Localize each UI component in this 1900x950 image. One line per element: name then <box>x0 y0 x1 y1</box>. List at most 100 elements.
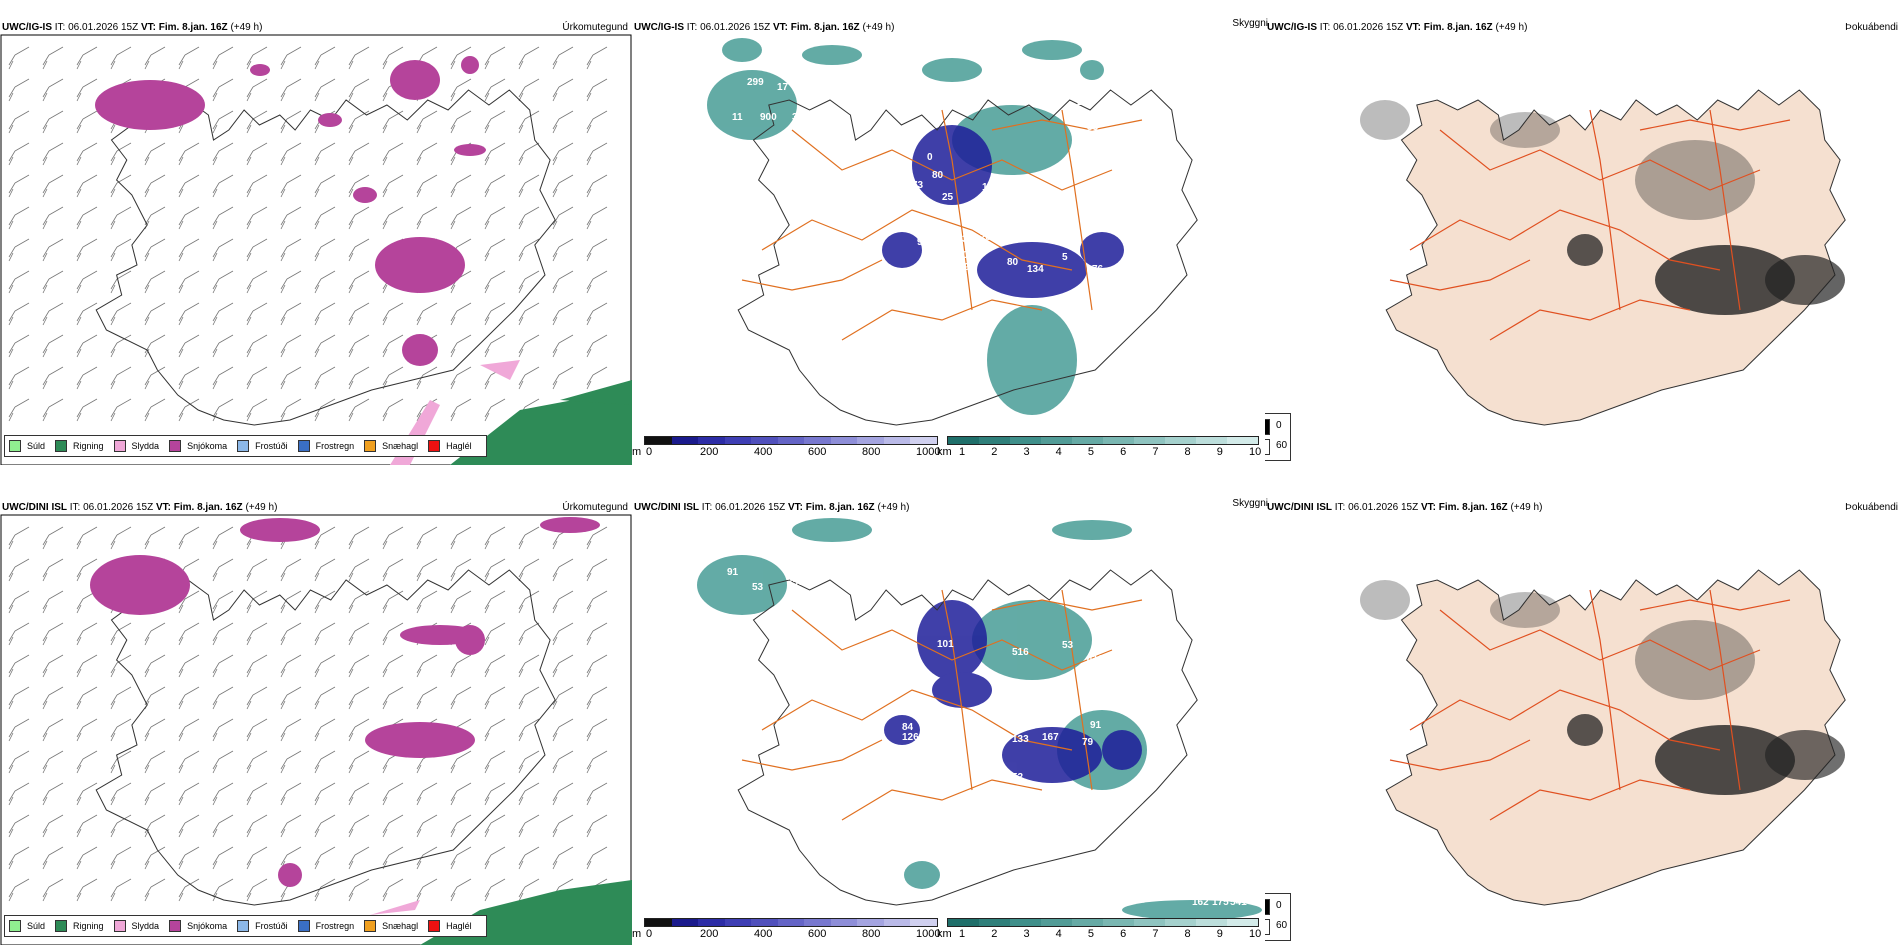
it-label: IT: <box>686 22 698 33</box>
wind-barb <box>484 46 506 70</box>
wind-barb <box>42 366 64 390</box>
wind-barb <box>178 238 200 262</box>
wind-barb <box>8 622 30 646</box>
legend-item: Haglél <box>428 920 472 932</box>
wind-barb <box>8 302 30 326</box>
wind-barb <box>314 206 336 230</box>
wind-barb <box>586 174 608 198</box>
legend-item: Frostregn <box>297 920 354 932</box>
wind-barb <box>76 526 98 550</box>
wind-barb <box>450 110 472 134</box>
wind-barb <box>314 750 336 774</box>
road <box>841 779 1043 821</box>
wind-barb <box>280 238 302 262</box>
wind-barb <box>280 622 302 646</box>
wind-barb <box>178 526 200 550</box>
wind-barb <box>76 174 98 198</box>
precip-type-legend: Súld Rigning Slydda Snjókoma Frostúði Fr… <box>4 915 487 937</box>
road <box>791 609 1113 671</box>
road <box>1709 109 1741 311</box>
height-colorbar: m 0 200 400 600 800 1000 <box>632 918 942 945</box>
wind-barb <box>518 142 540 166</box>
map-value-label: 133 <box>1012 734 1029 745</box>
wind-barb <box>8 878 30 902</box>
legend-swatch <box>237 920 250 932</box>
road <box>1709 589 1741 791</box>
lead-time: (+49 h) <box>862 22 895 33</box>
colorbar-step <box>777 919 805 926</box>
precip-type-title: Úrkomutegund <box>562 502 628 513</box>
row2-fog-panel: UWC/DINI ISL IT: 06.01.2026 15Z VT: Fim.… <box>1265 490 1900 945</box>
road <box>1489 299 1691 341</box>
wind-barb <box>8 558 30 582</box>
wind-barb <box>76 846 98 870</box>
map-value-label: 80 <box>1007 257 1019 268</box>
wind-barb <box>416 814 438 838</box>
wind-barb <box>348 334 370 358</box>
colorbar-step <box>1134 437 1165 444</box>
colorbar-tick: 6 <box>1120 928 1127 940</box>
visibility-colorbar: km 1 2 3 4 5 6 7 8 9 10 <box>937 918 1267 945</box>
vt-label: VT: <box>772 22 788 33</box>
wind-barb <box>110 718 132 742</box>
wind-barb <box>8 686 30 710</box>
wind-barb <box>586 302 608 326</box>
fog-legend-swatch-white <box>1265 439 1270 455</box>
colorbar-step <box>645 919 672 926</box>
wind-barb <box>484 718 506 742</box>
colorbar-tick: 7 <box>1152 928 1159 940</box>
legend-swatch <box>55 440 68 452</box>
wind-barb <box>518 590 540 614</box>
visibility-unit: km <box>937 446 952 458</box>
wind-barb <box>280 398 302 422</box>
wind-barb <box>42 110 64 134</box>
wind-barb <box>314 814 336 838</box>
model-name: UWC/DINI ISL <box>634 502 699 513</box>
wind-barb <box>586 238 608 262</box>
vt-value: Fim. 8.jan. 16Z <box>173 502 243 513</box>
colorbar-tick: 8 <box>1184 928 1191 940</box>
wind-barb <box>314 558 336 582</box>
wind-barb <box>552 750 574 774</box>
wind-barb <box>280 686 302 710</box>
wind-barb <box>178 590 200 614</box>
wind-barb <box>552 142 574 166</box>
wind-barb <box>76 654 98 678</box>
precip-type-map <box>0 514 632 945</box>
fog-index-title: Þokuábendi <box>1845 502 1898 513</box>
legend-swatch <box>9 920 21 932</box>
wind-barb <box>76 878 98 902</box>
wind-barb <box>76 750 98 774</box>
wind-barb <box>280 78 302 102</box>
wind-barb <box>416 782 438 806</box>
map-value-label: 17 <box>777 82 789 93</box>
colorbar-tick: 9 <box>1216 928 1223 940</box>
colorbar-step <box>910 919 938 926</box>
vt-value: Fim. 8.jan. 16Z <box>790 22 860 33</box>
wind-barb <box>484 814 506 838</box>
it-label: IT: <box>54 22 66 33</box>
wind-barb <box>110 878 132 902</box>
wind-barb <box>8 238 30 262</box>
wind-barb <box>8 142 30 166</box>
vt-value: Fim. 8.jan. 16Z <box>1438 502 1508 513</box>
wind-barb <box>348 878 370 902</box>
wind-barb <box>314 846 336 870</box>
legend-swatch <box>169 440 182 452</box>
map-value-label: 84 <box>902 722 914 733</box>
wind-barb <box>42 206 64 230</box>
road <box>791 129 1113 191</box>
road <box>991 119 1143 131</box>
wind-barb <box>212 334 234 358</box>
colorbar-step <box>1103 919 1134 926</box>
wind-barb <box>314 46 336 70</box>
wind-barb <box>178 622 200 646</box>
wind-barb <box>382 398 404 422</box>
colorbar-tick: 600 <box>808 446 827 458</box>
colorbar-step <box>1196 919 1227 926</box>
map-value-label: 25 <box>1087 142 1099 153</box>
legend-item: Snæhagl <box>364 920 418 932</box>
wind-barb <box>42 174 64 198</box>
wind-barb <box>348 750 370 774</box>
road <box>1439 609 1761 671</box>
